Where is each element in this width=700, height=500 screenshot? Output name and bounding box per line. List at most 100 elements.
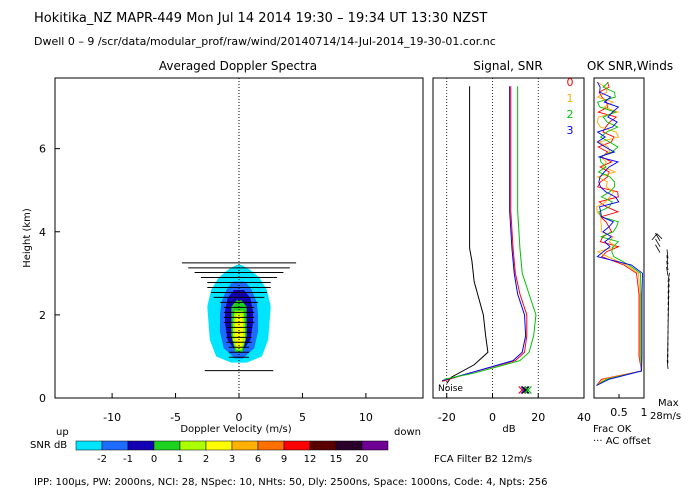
ok-x-tick-label: 1 — [641, 406, 648, 419]
max-value: 28m/s — [650, 411, 681, 422]
colorbar-swatch — [361, 440, 389, 451]
x-tick-label: -5 — [170, 411, 181, 424]
colorbar-swatch — [283, 440, 311, 451]
wind-barb — [667, 301, 670, 311]
signal-axes: -20 0 20 40 — [438, 393, 591, 424]
snr-colorbar: -2 -1 0 1 2 3 6 9 12 15 20 — [75, 440, 389, 465]
legend-entry: 0 — [567, 76, 574, 89]
x-tick-label: 5 — [299, 411, 306, 424]
colorbar-tick-label: 12 — [304, 454, 317, 465]
signal-xlabel: dB — [502, 424, 515, 435]
wind-barb — [667, 278, 670, 288]
wind-barbs — [651, 232, 670, 369]
colorbar-tick-label: 0 — [151, 454, 157, 465]
doppler-ylabel: Height (km) — [22, 208, 33, 268]
colorbar-swatch — [127, 440, 155, 451]
ac-offset-note: ··· AC offset — [593, 436, 651, 447]
ok-line-0 — [596, 82, 643, 386]
colorbar-tick-label: 15 — [330, 454, 343, 465]
signal-series — [442, 86, 537, 384]
signal-x-tick-label: 0 — [489, 411, 496, 424]
doppler-contours — [207, 265, 271, 363]
signal-frame — [432, 77, 585, 399]
noise-markers — [518, 386, 532, 394]
x-tick-label: 0 — [236, 411, 243, 424]
header-subtitle: Dwell 0 – 9 /scr/data/modular_prof/raw/w… — [34, 35, 496, 48]
colorbar-tick-label: 2 — [203, 454, 209, 465]
wind-barb — [667, 295, 670, 305]
wind-barb — [667, 284, 670, 294]
colorbar-swatch — [231, 440, 259, 451]
colorbar-swatch — [335, 440, 363, 451]
x-label-down: down — [394, 427, 421, 438]
legend-entry: 3 — [567, 124, 574, 137]
doppler-title: Averaged Doppler Spectra — [159, 59, 317, 73]
ok-legend: 0 1 2 3 — [567, 76, 574, 137]
signal-line-0 — [446, 86, 489, 384]
doppler-xlabel: Doppler Velocity (m/s) — [180, 424, 291, 435]
signal-panel: Signal, SNR -20 0 20 40 Noise dB FCA Filter… — [432, 59, 591, 465]
signal-line-3 — [444, 86, 537, 380]
noise-marker — [518, 386, 527, 394]
ok-frame — [593, 77, 645, 399]
wind-barb — [666, 249, 669, 259]
contour-level-5 — [234, 314, 244, 349]
colorbar-tick-label: -1 — [123, 454, 133, 465]
header-title: Hokitika_NZ MAPR-449 Mon Jul 14 2014 19:… — [34, 11, 487, 26]
colorbar-swatch — [205, 440, 233, 451]
wind-barb — [666, 266, 669, 276]
colorbar-tick-label: 20 — [356, 454, 369, 465]
ok-title: OK SNR,Winds — [587, 59, 673, 73]
ok-line-2 — [596, 81, 642, 386]
y-tick-label: 6 — [39, 143, 46, 156]
colorbar-swatch — [257, 440, 285, 451]
filter-label: FCA Filter B2 12m/s — [434, 454, 532, 465]
y-tick-label: 4 — [39, 226, 46, 239]
ok-line-1 — [596, 81, 642, 386]
signal-line-1 — [442, 86, 528, 382]
colorbar-tick-label: 9 — [281, 454, 287, 465]
colorbar-swatch — [309, 440, 337, 451]
wind-barb — [666, 359, 669, 369]
legend-entry: 1 — [567, 92, 574, 105]
ok-line-3 — [596, 81, 643, 386]
doppler-spread-bars — [181, 262, 297, 372]
colorbar-tick-label: 6 — [255, 454, 261, 465]
ok-x-tick-label: 0.5 — [610, 406, 628, 419]
noise-marker — [520, 386, 529, 394]
ok-series — [596, 81, 643, 386]
colorbar-tick-label: -2 — [97, 454, 107, 465]
signal-x-tick-label: 20 — [531, 411, 545, 424]
wind-barb — [655, 238, 661, 247]
y-tick-label: 0 — [39, 392, 46, 405]
max-label: Max — [658, 398, 679, 409]
colorbar-swatch — [179, 440, 207, 451]
doppler-axes: -10 -5 0 5 10 0 2 4 6 — [39, 143, 373, 424]
wind-barb — [667, 272, 670, 282]
colorbar-swatch — [101, 440, 129, 451]
colorbar-tick-label: 1 — [177, 454, 183, 465]
y-tick-label: 2 — [39, 309, 46, 322]
colorbar-swatch — [153, 440, 181, 451]
signal-x-tick-label: -20 — [438, 411, 456, 424]
legend-entry: 2 — [567, 108, 574, 121]
signal-x-tick-label: 40 — [577, 411, 591, 424]
signal-gridlines — [446, 78, 539, 398]
colorbar-tick-label: 3 — [229, 454, 235, 465]
colorbar-swatch — [75, 440, 103, 451]
footer-params: IPP: 100µs, PW: 2000ns, NCI: 28, NSpec: … — [34, 477, 547, 488]
wind-barb — [666, 261, 669, 271]
wind-barb — [655, 244, 661, 253]
x-label-up: up — [56, 427, 69, 438]
wind-barb — [667, 290, 670, 300]
wind-barb — [666, 354, 669, 364]
signal-line-2 — [442, 86, 527, 382]
x-tick-label: 10 — [359, 411, 373, 424]
colorbar-label: SNR dB — [30, 440, 67, 451]
x-tick-label: -10 — [103, 411, 121, 424]
noise-marker — [524, 386, 532, 394]
ok-axes: 0.5 1 — [610, 394, 648, 419]
